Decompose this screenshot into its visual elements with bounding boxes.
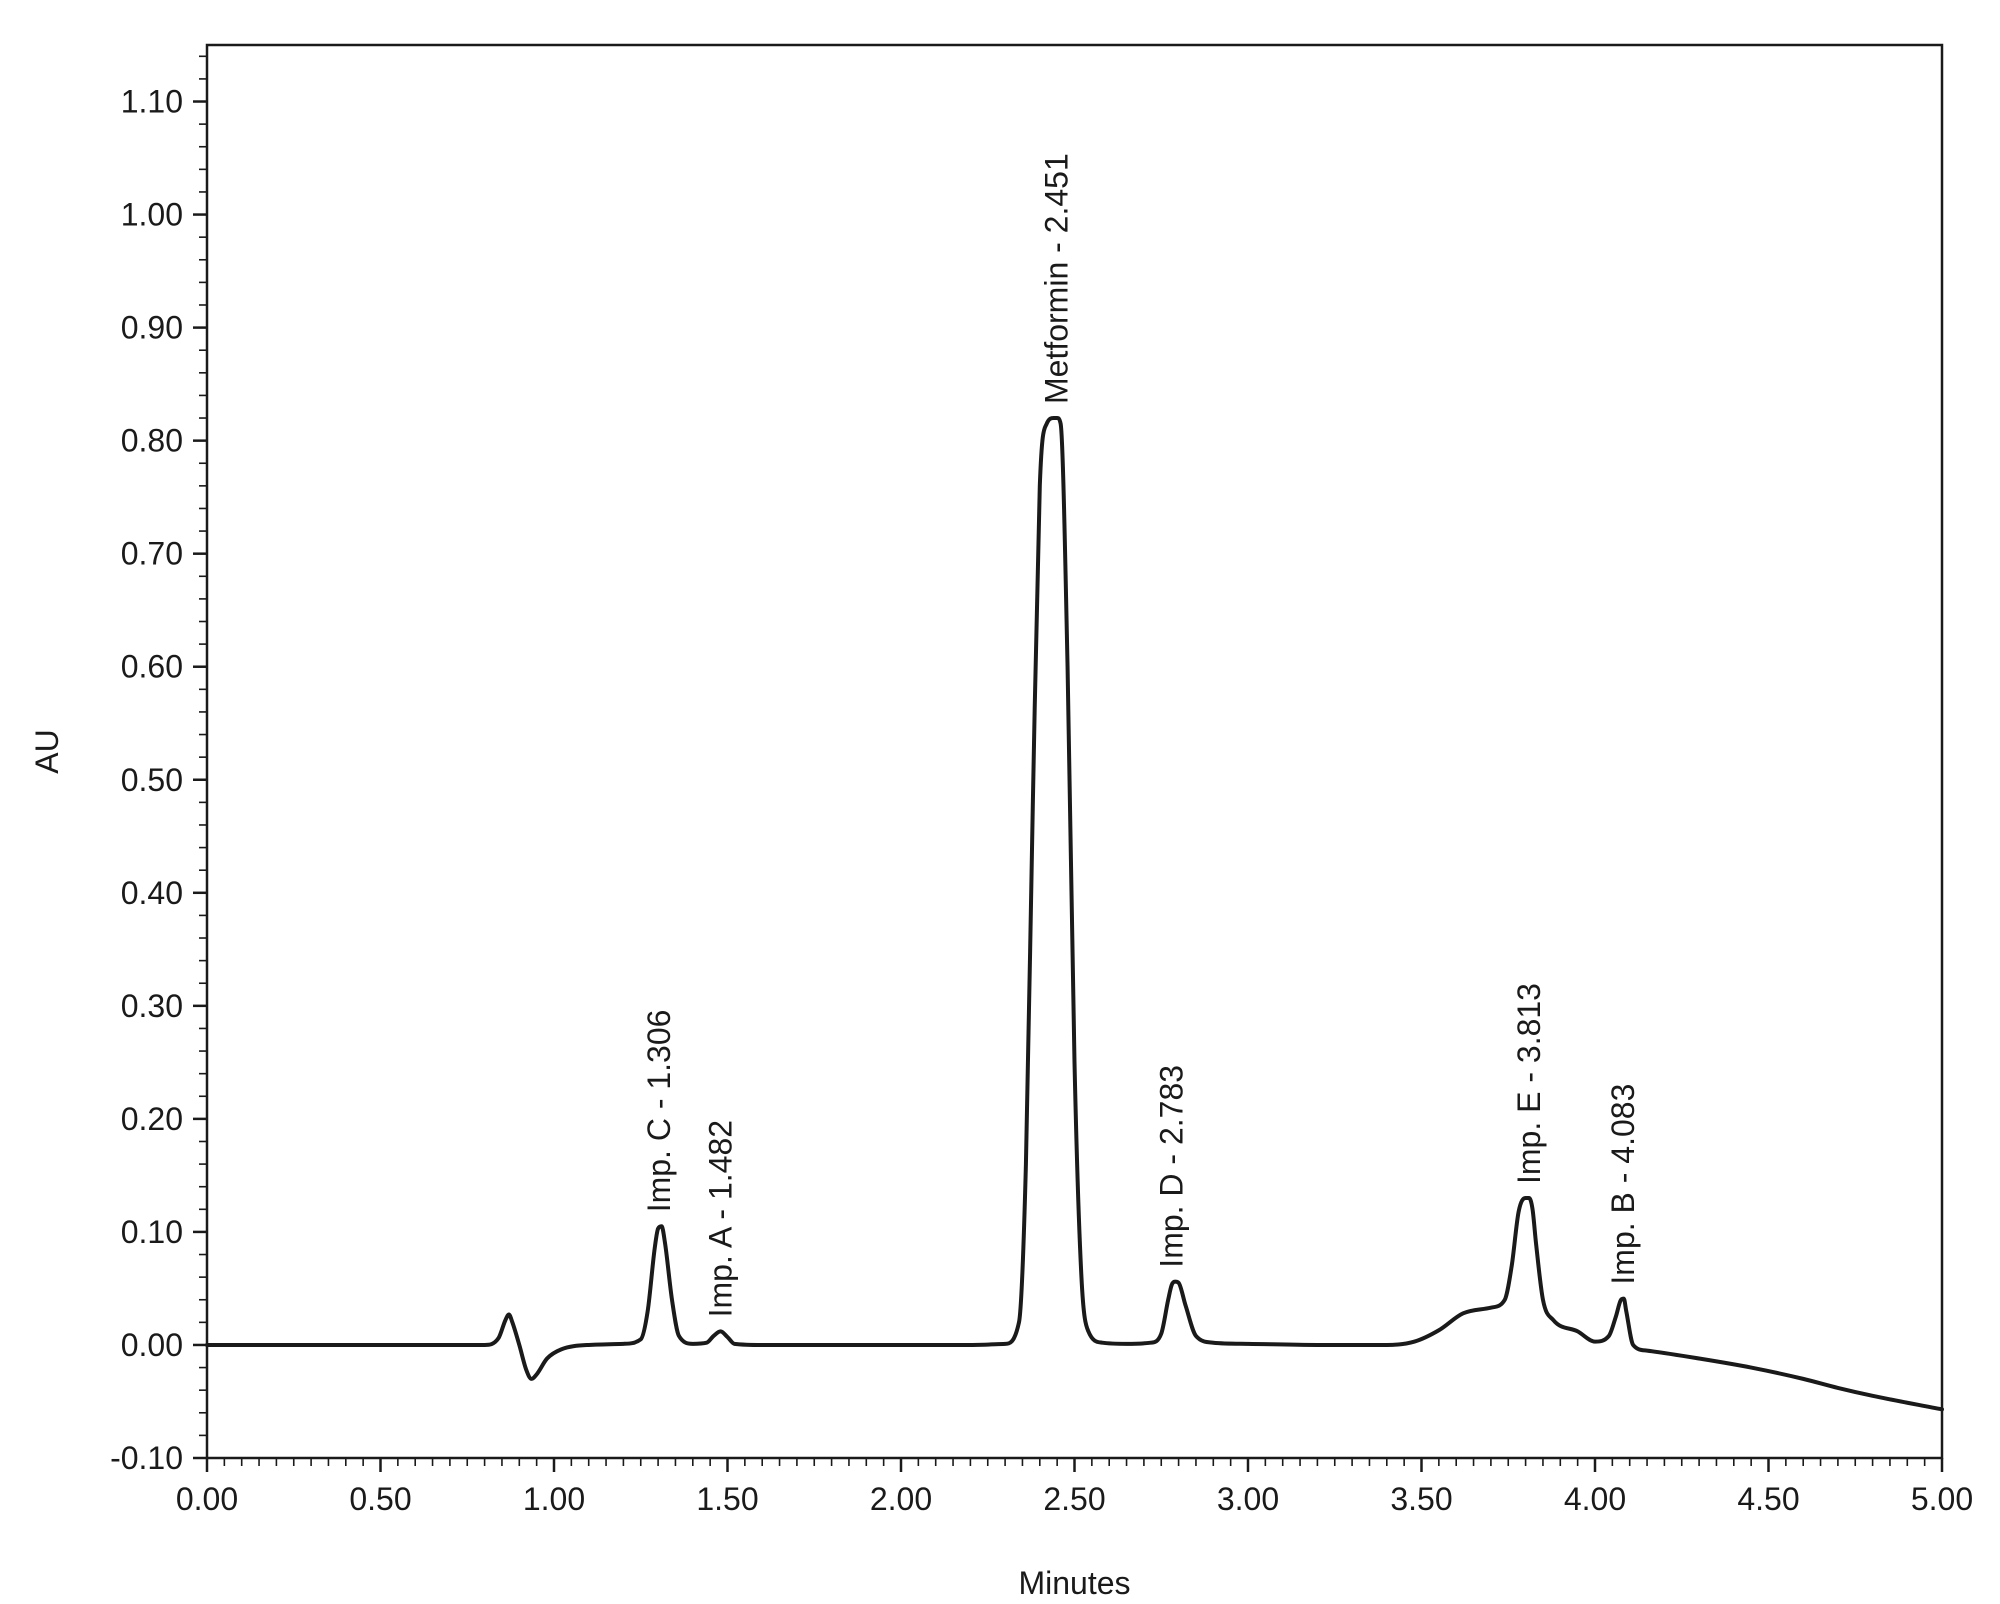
peak-annotations: Imp. C - 1.306 Imp. A - 1.482 Metformin - … — [641, 153, 1641, 1317]
x-tick-label: 5.00 — [1911, 1481, 1973, 1517]
x-tick-label: 2.50 — [1043, 1481, 1105, 1517]
y-tick-label: 0.20 — [121, 1101, 183, 1137]
peak-label: Imp. C - 1.306 — [641, 1010, 677, 1213]
x-tick-label: 4.50 — [1737, 1481, 1799, 1517]
y-tick-label: 0.50 — [121, 762, 183, 798]
x-axis-ticks: 0.00 0.50 1.00 1.50 2.00 2.50 3.00 3.50 4.00 4.50… — [176, 1458, 1973, 1517]
y-tick-label: 0.10 — [121, 1214, 183, 1250]
y-tick-label: 0.80 — [121, 423, 183, 459]
y-tick-label: 0.60 — [121, 649, 183, 685]
y-tick-label: 0.90 — [121, 310, 183, 346]
x-axis-label: Minutes — [1018, 1565, 1130, 1601]
y-minor-ticks — [199, 55, 207, 1437]
peak-label: Imp. B - 4.083 — [1605, 1084, 1641, 1285]
chromatogram-trace — [205, 416, 1944, 1412]
peak-label: Imp. A - 1.482 — [702, 1120, 738, 1317]
x-tick-label: 3.50 — [1390, 1481, 1452, 1517]
y-tick-label: -0.10 — [110, 1440, 183, 1476]
x-tick-label: 0.50 — [349, 1481, 411, 1517]
x-tick-label: 4.00 — [1564, 1481, 1626, 1517]
y-tick-label: 1.10 — [121, 84, 183, 120]
y-axis-label: AU — [29, 729, 65, 773]
x-tick-label: 1.50 — [696, 1481, 758, 1517]
x-minor-ticks — [223, 1458, 1926, 1466]
y-tick-label: 0.00 — [121, 1327, 183, 1363]
x-tick-label: 2.00 — [870, 1481, 932, 1517]
y-tick-label: 1.00 — [121, 197, 183, 233]
series-layer — [205, 416, 1944, 1412]
x-tick-label: 1.00 — [523, 1481, 585, 1517]
peak-label: Imp. E - 3.813 — [1511, 983, 1547, 1184]
y-tick-label: 0.40 — [121, 875, 183, 911]
peak-label: Metformin - 2.451 — [1039, 153, 1075, 404]
y-tick-label: 0.30 — [121, 988, 183, 1024]
y-axis-ticks: -0.10 0.00 0.10 0.20 0.30 0.40 0.50 0.60 0.70 0.8… — [110, 84, 207, 1476]
x-tick-label: 3.00 — [1217, 1481, 1279, 1517]
y-tick-label: 0.70 — [121, 536, 183, 572]
x-tick-label: 0.00 — [176, 1481, 238, 1517]
peak-label: Imp. D - 2.783 — [1154, 1065, 1190, 1268]
